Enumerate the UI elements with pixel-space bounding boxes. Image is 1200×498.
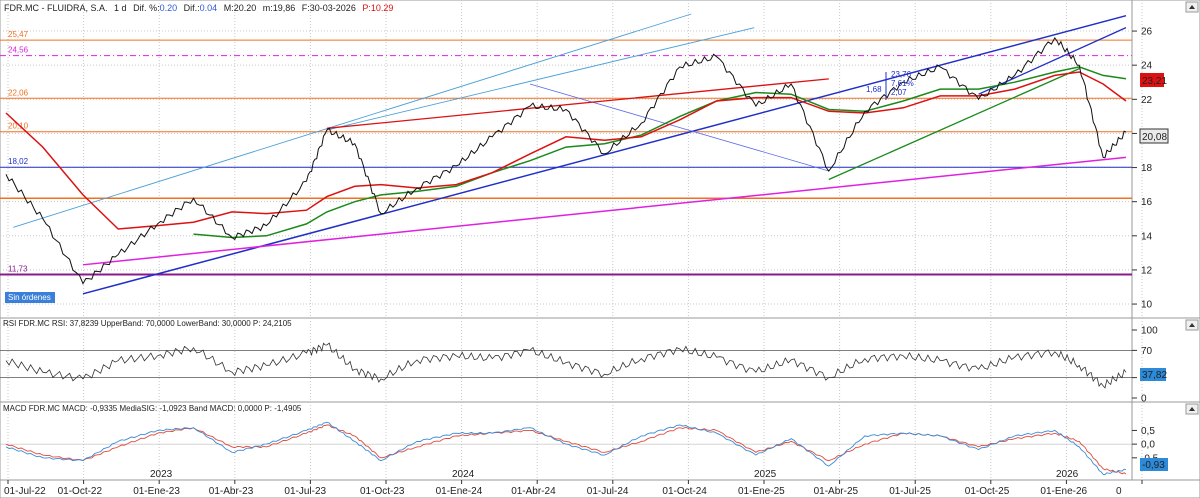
rsi-badge: 37,82 <box>1140 368 1167 381</box>
x-tick-label: 01-Jul-22 <box>4 486 46 497</box>
orders-box[interactable] <box>5 292 55 303</box>
x-tick-label: 01-Ene-26 <box>1040 486 1087 497</box>
y-tick-label: 24 <box>1141 61 1153 72</box>
y-tick-label: 16 <box>1141 197 1153 208</box>
y-tick-label: 0 <box>1141 394 1147 405</box>
y-tick-label: 12 <box>1141 265 1153 276</box>
measure-pct: 7,61% <box>891 79 914 88</box>
y-tick-label: 0,0 <box>1141 440 1155 451</box>
level-label: 18,02 <box>8 157 29 166</box>
measure-bars: 2,07 <box>891 88 907 97</box>
price-badge: 20,08 <box>1139 128 1169 144</box>
macd-badge: -0,93 <box>1140 458 1168 471</box>
macd-series <box>0 421 1132 475</box>
x-tick-label: 01-Oct-23 <box>360 486 405 497</box>
level-label: 25,47 <box>8 30 29 39</box>
trend-line <box>326 78 829 129</box>
series-line <box>5 71 1127 230</box>
x-tick-label: 01-Oct-25 <box>965 486 1010 497</box>
x-tick-label: 01-Ene-23 <box>133 486 180 497</box>
measure-left: 1,68 <box>866 85 882 94</box>
price-scroll-up[interactable] <box>1185 1 1199 13</box>
level-label: 20,10 <box>8 122 29 131</box>
series-line <box>193 66 1127 239</box>
svg-text:20,08: 20,08 <box>1142 132 1167 143</box>
svg-text:-0,93: -0,93 <box>1142 460 1165 471</box>
x-tick-label: 01-Abr-23 <box>209 486 254 497</box>
year-label: 2026 <box>1056 469 1079 480</box>
trend-line <box>13 13 692 228</box>
y-tick-label: 0,5 <box>1141 426 1155 437</box>
rsi-scroll-up[interactable] <box>1185 319 1199 331</box>
x-tick-label: 0 <box>1116 486 1122 497</box>
horizontal-levels: 25,47 24,56 22,06 20,10 18,02 11,73 <box>0 30 1132 276</box>
measure-top: 23,76 <box>891 70 912 79</box>
x-tick-label: 01-Ene-24 <box>436 486 483 497</box>
y-tick-label: 14 <box>1141 231 1153 242</box>
x-tick-label: 01-Jul-24 <box>587 486 629 497</box>
macd-signal-line <box>5 424 1127 475</box>
svg-text:23,21: 23,21 <box>1142 76 1167 87</box>
price-axis-panel <box>1131 0 1200 319</box>
price-series <box>5 36 1127 285</box>
y-tick-label: 70 <box>1141 346 1153 357</box>
trend-line <box>326 27 755 131</box>
rsi-line <box>5 342 1127 389</box>
rsi-series <box>0 342 1132 389</box>
level-label: 24,56 <box>8 46 29 55</box>
macd-header: MACD FDR.MC MACD: -0,9335 MediaSIG: -1,0… <box>3 404 302 413</box>
level-label: 22,06 <box>8 88 29 97</box>
y-tick-label: 22 <box>1141 95 1153 106</box>
y-tick-label: 10 <box>1141 300 1153 311</box>
trend-line <box>828 68 1080 181</box>
x-tick-label: 01-Oct-24 <box>662 486 707 497</box>
x-tick-label: 01-Oct-22 <box>58 486 103 497</box>
y-tick-label: 26 <box>1141 27 1153 38</box>
svg-text:37,82: 37,82 <box>1142 370 1167 381</box>
measure-annotation: 23,76 1,68 7,61% 2,07 <box>866 70 914 100</box>
trend-line <box>82 156 1127 266</box>
level-label: 11,73 <box>8 265 28 274</box>
price-grid <box>0 0 1143 480</box>
x-axis-panel <box>0 479 1200 498</box>
rsi-header: RSI FDR.MC RSI: 37,8239 UpperBand: 70,00… <box>3 319 292 328</box>
y-tick-label: 18 <box>1141 163 1153 174</box>
y-tick-label: 100 <box>1141 326 1158 337</box>
chart-header: FDR.MC - FLUIDRA, S.A. 1 d Dif. %:0.20 D… <box>4 3 393 13</box>
x-tick-label: 01-Jul-25 <box>889 486 931 497</box>
trend-line <box>978 27 1127 95</box>
rsi-panel[interactable] <box>0 317 1133 403</box>
trend-line <box>529 83 829 172</box>
price-line <box>5 36 1127 285</box>
year-label: 2023 <box>150 469 173 480</box>
macd-line <box>5 421 1127 475</box>
trend-lines <box>13 13 1127 295</box>
year-label: 2024 <box>452 469 475 480</box>
ma-badge: 23,21 <box>1140 73 1167 87</box>
orders-label: Sin órdenes <box>8 293 51 302</box>
x-tick-label: 01-Ene-25 <box>738 486 785 497</box>
x-tick-label: 01-Abr-25 <box>814 486 859 497</box>
x-tick-label: 01-Jul-23 <box>284 486 326 497</box>
x-tick-label: 01-Abr-24 <box>511 486 556 497</box>
macd-scroll-up[interactable] <box>1185 403 1199 415</box>
x-axis-ticks: 01-Jul-22 01-Oct-22 01-Ene-23 01-Abr-23 01-J… <box>4 469 1143 497</box>
year-label: 2025 <box>754 469 777 480</box>
